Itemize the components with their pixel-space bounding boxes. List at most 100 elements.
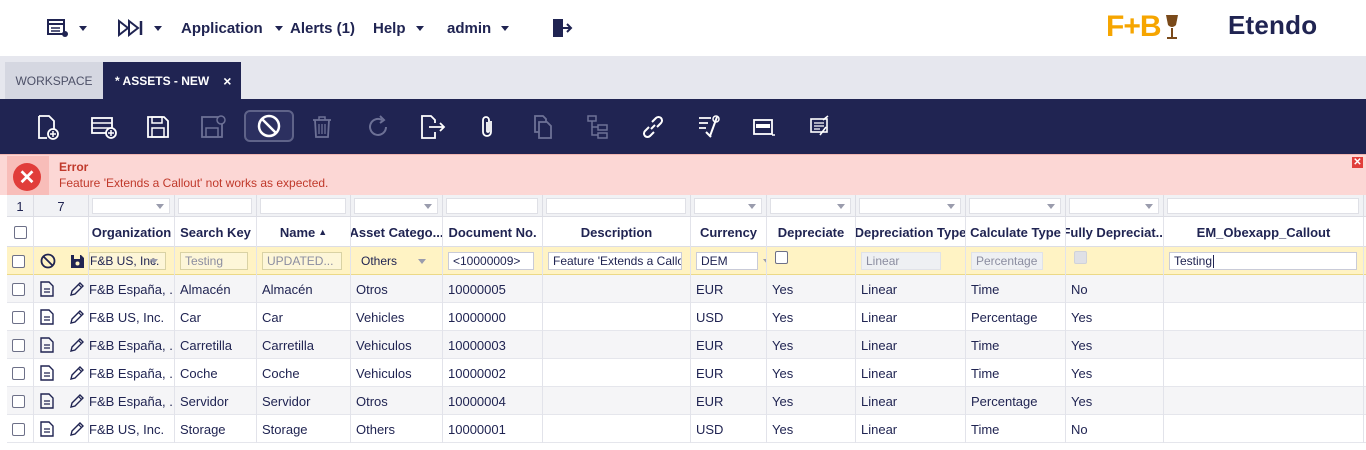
cell-asset-category: Others <box>351 415 443 443</box>
asset-category-select[interactable]: Others <box>356 252 434 270</box>
edit-pencil-icon[interactable] <box>69 309 85 325</box>
document-no-input[interactable]: <10000009> <box>448 252 534 270</box>
notes-button[interactable] <box>803 111 835 143</box>
filter-calculate-type[interactable] <box>969 198 1061 214</box>
row-checkbox[interactable] <box>12 282 25 296</box>
organization-select[interactable]: F&B US, Inc. <box>89 252 166 270</box>
header-fully-depreciated[interactable]: Fully Depreciat... <box>1066 217 1164 247</box>
export-button[interactable] <box>417 111 449 143</box>
notes-icon <box>810 115 829 136</box>
new-document-button[interactable] <box>32 111 64 143</box>
chevron-down-icon <box>837 204 845 209</box>
open-form-icon[interactable] <box>40 393 54 409</box>
header-organization[interactable]: Organization <box>89 217 175 247</box>
header-name[interactable]: Name ▲ <box>257 217 351 247</box>
filter-name[interactable] <box>260 198 346 214</box>
row-checkbox[interactable] <box>12 254 25 268</box>
header-description[interactable]: Description <box>543 217 691 247</box>
open-form-icon[interactable] <box>40 281 54 297</box>
tree-button[interactable] <box>582 111 614 143</box>
open-form-icon[interactable] <box>40 365 54 381</box>
select-all-checkbox[interactable] <box>13 225 27 239</box>
logout-button[interactable] <box>551 0 573 56</box>
header-currency[interactable]: Currency <box>691 217 767 247</box>
edit-pencil-icon[interactable] <box>69 281 85 297</box>
header-depreciate[interactable]: Depreciate <box>767 217 856 247</box>
filter-fully-depreciated[interactable] <box>1069 198 1159 214</box>
process-button[interactable] <box>693 111 725 143</box>
depreciation-type-field: Linear <box>861 252 941 270</box>
help-menu[interactable]: Help <box>373 0 424 56</box>
delete-button[interactable] <box>306 111 338 143</box>
form-view-button[interactable] <box>748 111 780 143</box>
table-row[interactable]: F&B España, ... Carretilla Carretilla Vehic… <box>7 331 1366 359</box>
filter-description[interactable] <box>546 198 686 214</box>
table-row[interactable]: F&B España, ... Coche Coche Vehiculos 100000… <box>7 359 1366 387</box>
attach-button[interactable] <box>472 111 504 143</box>
alerts-link[interactable]: Alerts (1) <box>290 0 355 56</box>
edit-pencil-icon[interactable] <box>69 337 85 353</box>
table-row[interactable]: F&B US, Inc. Car Car Vehicles 10000000 USD Yes… <box>7 303 1366 331</box>
filter-depreciation-type[interactable] <box>859 198 961 214</box>
user-menu[interactable]: admin <box>447 0 510 56</box>
open-form-icon[interactable] <box>40 309 54 325</box>
edit-pencil-icon[interactable] <box>69 393 85 409</box>
table-row[interactable]: F&B US, Inc. Storage Storage Others 10000001… <box>7 415 1366 443</box>
new-row-button[interactable] <box>88 111 120 143</box>
new-record-menu-button[interactable] <box>47 0 87 56</box>
table-row[interactable]: F&B España, ... Servidor Servidor Otros 1000… <box>7 387 1366 415</box>
open-form-icon[interactable] <box>40 337 54 353</box>
chevron-down-icon <box>1145 204 1153 209</box>
close-tab-icon[interactable]: × <box>223 72 232 89</box>
description-input[interactable]: Feature 'Extends a Callout' <box>548 252 682 270</box>
header-callout[interactable]: EM_Obexapp_Callout <box>1164 217 1364 247</box>
row-checkbox[interactable] <box>12 338 25 352</box>
application-menu[interactable]: Application <box>181 0 283 56</box>
chevron-down-icon <box>79 25 87 31</box>
header-asset-category[interactable]: Asset Catego... <box>351 217 443 247</box>
cancel-edit-icon[interactable] <box>40 253 56 269</box>
header-search-key[interactable]: Search Key <box>175 217 257 247</box>
open-form-icon[interactable] <box>40 421 54 437</box>
header-document-no[interactable]: Document No. <box>443 217 543 247</box>
search-key-input[interactable]: Testing <box>180 252 248 270</box>
table-row[interactable]: F&B España, ... Almacén Almacén Otros 100000… <box>7 275 1366 303</box>
row-checkbox[interactable] <box>12 422 25 436</box>
edit-pencil-icon[interactable] <box>69 365 85 381</box>
filter-depreciate[interactable] <box>770 198 851 214</box>
save-icon <box>147 116 169 138</box>
new-row-icon <box>91 117 117 139</box>
cell-name: Carretilla <box>257 331 351 359</box>
filter-description-cell <box>543 195 691 217</box>
quick-launch-button[interactable] <box>118 0 162 56</box>
header-calculate-type[interactable]: Calculate Type <box>966 217 1066 247</box>
filter-search-key[interactable] <box>178 198 252 214</box>
edit-pencil-icon[interactable] <box>69 421 85 437</box>
clone-button[interactable] <box>527 111 559 143</box>
close-error-icon[interactable]: ✕ <box>1352 157 1363 168</box>
link-button[interactable] <box>637 111 669 143</box>
undo-button[interactable] <box>244 110 294 142</box>
tab-workspace[interactable]: WORKSPACE <box>5 62 103 99</box>
name-input[interactable]: UPDATED... <box>262 252 342 270</box>
currency-select[interactable]: DEM <box>696 252 766 270</box>
header-depreciation-type[interactable]: Depreciation Type <box>856 217 966 247</box>
save-close-button[interactable] <box>197 111 229 143</box>
filter-currency[interactable] <box>694 198 762 214</box>
tab-assets-new[interactable]: * ASSETS - NEW × <box>103 62 241 99</box>
filter-organization[interactable] <box>92 198 170 214</box>
filter-document-no[interactable] <box>446 198 538 214</box>
fully-depreciated-checkbox <box>1074 250 1087 264</box>
filter-asset-category[interactable] <box>354 198 438 214</box>
callout-input[interactable]: Testing <box>1169 252 1357 270</box>
save-button[interactable] <box>142 111 174 143</box>
save-row-icon[interactable] <box>70 254 85 269</box>
row-checkbox[interactable] <box>12 394 25 408</box>
row-checkbox-cell <box>7 415 34 443</box>
row-checkbox[interactable] <box>12 366 25 380</box>
depreciate-checkbox[interactable] <box>775 250 788 264</box>
edit-document-no-cell: <10000009> <box>443 247 543 275</box>
refresh-button[interactable] <box>362 111 394 143</box>
row-checkbox[interactable] <box>12 310 25 324</box>
filter-callout[interactable] <box>1167 198 1359 214</box>
